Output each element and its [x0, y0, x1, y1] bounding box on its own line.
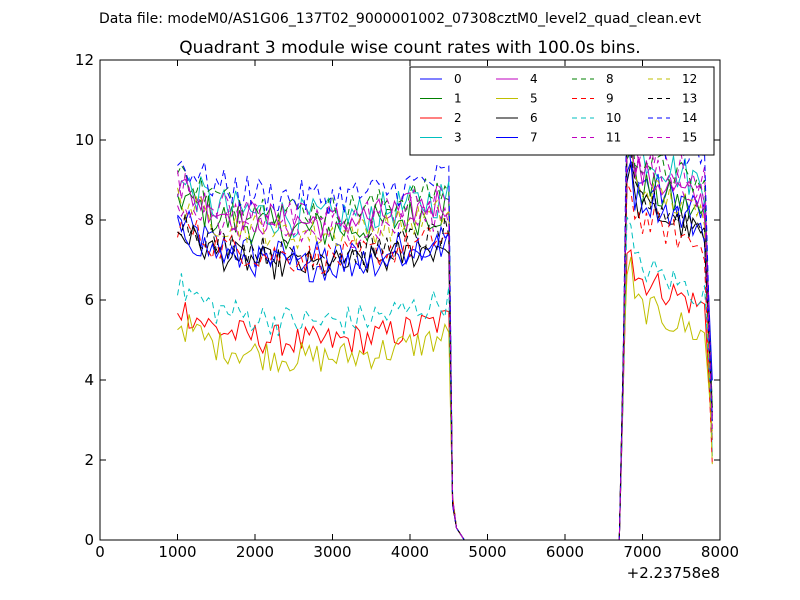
series-line-4 — [177, 128, 713, 540]
legend-label-11: 11 — [606, 131, 621, 145]
series-line-13 — [177, 144, 713, 540]
series-line-15 — [177, 134, 713, 540]
legend-label-1: 1 — [454, 92, 462, 106]
legend-label-6: 6 — [530, 111, 538, 125]
legend-label-2: 2 — [454, 111, 462, 125]
legend-label-0: 0 — [454, 72, 462, 86]
chart-supertitle: Data file: modeM0/AS1G06_137T02_90000010… — [99, 11, 701, 27]
legend-label-8: 8 — [606, 72, 614, 86]
x-tick-label: 6000 — [546, 543, 584, 561]
legend-label-14: 14 — [682, 111, 697, 125]
legend-label-13: 13 — [682, 92, 697, 106]
legend-box — [409, 66, 715, 156]
y-tick-label: 10 — [75, 131, 94, 149]
x-tick-label: 1000 — [158, 543, 196, 561]
legend-label-15: 15 — [682, 131, 697, 145]
series-line-7 — [177, 160, 713, 540]
legend-label-12: 12 — [682, 72, 697, 86]
y-tick-label: 4 — [84, 371, 94, 389]
x-tick-label: 3000 — [313, 543, 351, 561]
series-line-6 — [177, 163, 713, 540]
x-tick-label: 2000 — [236, 543, 274, 561]
y-tick-label: 8 — [84, 211, 94, 229]
series-line-2 — [177, 249, 713, 540]
legend-label-4: 4 — [530, 72, 538, 86]
series-line-8 — [177, 109, 713, 540]
series-line-9 — [177, 182, 713, 540]
series-line-5 — [177, 256, 713, 540]
y-tick-label: 12 — [75, 51, 94, 69]
legend-label-7: 7 — [530, 131, 538, 145]
series-line-3 — [177, 128, 713, 540]
y-tick-label: 6 — [84, 291, 94, 309]
series-line-10 — [177, 216, 713, 540]
x-tick-label: 0 — [95, 543, 105, 561]
y-tick-label: 2 — [84, 451, 94, 469]
x-tick-label: 4000 — [391, 543, 429, 561]
legend-label-3: 3 — [454, 131, 462, 145]
legend-label-9: 9 — [606, 92, 614, 106]
x-tick-label: 7000 — [623, 543, 661, 561]
chart-title: Quadrant 3 module wise count rates with … — [179, 38, 640, 58]
x-tick-label: 5000 — [468, 543, 506, 561]
x-tick-label: 8000 — [701, 543, 739, 561]
x-offset-label: +2.23758e8 — [627, 564, 720, 582]
legend-label-10: 10 — [606, 111, 621, 125]
y-tick-label: 0 — [84, 531, 94, 549]
legend-label-5: 5 — [530, 92, 538, 106]
